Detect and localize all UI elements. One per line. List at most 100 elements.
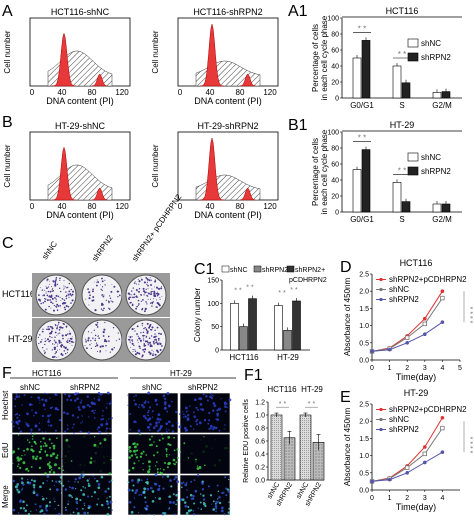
histogram-ylabel: Cell number <box>3 30 12 73</box>
colony-dot <box>132 287 134 289</box>
nucleus-dot <box>193 479 196 481</box>
nucleus-dot <box>223 428 225 430</box>
nucleus-dot <box>41 495 43 498</box>
nucleus-dot <box>17 463 20 465</box>
nucleus-dot <box>76 416 80 419</box>
colony-dot <box>58 341 61 344</box>
nucleus-dot <box>14 405 16 408</box>
nucleus-dot <box>64 471 67 473</box>
nucleus-dot <box>183 442 186 445</box>
nucleus-dot <box>54 500 56 503</box>
colony-dot <box>160 287 163 290</box>
colony-dot <box>144 326 146 329</box>
colony-dot <box>131 303 134 305</box>
colony-dot <box>129 341 131 343</box>
legend-swatch <box>286 265 295 273</box>
nucleus-dot <box>147 425 150 429</box>
colony-dot <box>50 330 53 333</box>
colony-dot <box>157 337 160 340</box>
nucleus-dot <box>68 395 71 398</box>
colony-dot <box>90 339 92 342</box>
nucleus-dot <box>93 417 96 419</box>
nucleus-dot <box>90 401 94 405</box>
nucleus-dot <box>131 466 135 470</box>
nucleus-dot <box>88 405 91 408</box>
nucleus-dot <box>12 462 14 465</box>
x-tick-label: G2/M <box>432 215 452 224</box>
colony-dot <box>60 290 62 293</box>
nucleus-dot <box>148 406 151 409</box>
data-point-shrpn2 <box>405 341 410 345</box>
colony-dot <box>154 329 156 332</box>
nucleus-dot <box>127 488 131 492</box>
nucleus-dot <box>31 445 33 448</box>
significance-marker: * * * * <box>466 307 473 324</box>
nucleus-dot <box>56 454 59 457</box>
nucleus-dot <box>133 445 137 449</box>
nucleus-dot <box>152 426 156 430</box>
colony-dot <box>67 286 69 289</box>
nucleus-dot <box>19 507 23 510</box>
nucleus-dot <box>228 501 230 503</box>
nucleus-dot <box>204 504 207 508</box>
nucleus-dot <box>168 454 170 456</box>
nucleus-dot <box>49 407 52 410</box>
nucleus-dot <box>27 512 31 516</box>
colony-dot <box>97 281 100 284</box>
colony-dot <box>62 322 65 325</box>
nucleus-dot <box>25 421 27 424</box>
nucleus-dot <box>89 461 93 464</box>
colony-dot <box>63 299 66 301</box>
colony-dot <box>70 337 73 340</box>
nucleus-dot <box>15 395 19 399</box>
nucleus-dot <box>224 410 227 413</box>
colony-dot <box>69 332 72 335</box>
nucleus-dot <box>109 427 111 430</box>
nucleus-dot <box>17 423 19 425</box>
nucleus-dot <box>176 480 180 484</box>
data-point-shnc <box>422 451 427 457</box>
nucleus-dot <box>93 397 96 400</box>
nucleus-dot <box>211 447 213 450</box>
nucleus-dot <box>79 499 82 502</box>
nucleus-dot <box>148 468 151 471</box>
data-point-shnc <box>422 321 427 327</box>
colony-dot <box>113 285 116 288</box>
chart-title: HT-29 <box>404 388 429 398</box>
nucleus-dot <box>179 413 181 416</box>
nucleus-dot <box>147 411 149 414</box>
colony-dot <box>147 344 149 346</box>
histogram-tick-label: 80 <box>88 202 97 211</box>
colony-dot <box>55 300 57 302</box>
x-tick-label: 1 <box>388 495 392 502</box>
nucleus-dot <box>187 410 189 412</box>
nucleus-dot <box>186 489 188 491</box>
nucleus-dot <box>158 487 161 489</box>
x-axis-label: Time(day) <box>396 502 436 512</box>
nucleus-dot <box>66 398 69 401</box>
colony-dot <box>154 353 157 356</box>
nucleus-dot <box>83 511 87 515</box>
nucleus-dot <box>136 481 139 484</box>
nucleus-dot <box>161 475 164 478</box>
significance-marker: * * <box>308 401 316 408</box>
nucleus-dot <box>75 500 78 504</box>
nucleus-dot <box>193 415 196 418</box>
nucleus-dot <box>133 506 136 509</box>
colony-dot <box>43 294 46 297</box>
colony-dot <box>50 294 53 296</box>
nucleus-dot <box>158 497 162 500</box>
nucleus-dot <box>76 397 79 400</box>
colony-dot <box>53 347 55 349</box>
colony-dot <box>149 277 151 279</box>
colony-dot <box>65 297 68 300</box>
nucleus-dot <box>50 468 53 471</box>
colony-dot <box>142 290 146 293</box>
nucleus-dot <box>30 431 33 434</box>
colony-dot <box>42 347 44 349</box>
nucleus-dot <box>39 445 43 448</box>
nucleus-dot <box>212 500 215 503</box>
y-tick-label: 1.2 <box>255 400 265 407</box>
panel-letter-c: C <box>2 235 14 252</box>
